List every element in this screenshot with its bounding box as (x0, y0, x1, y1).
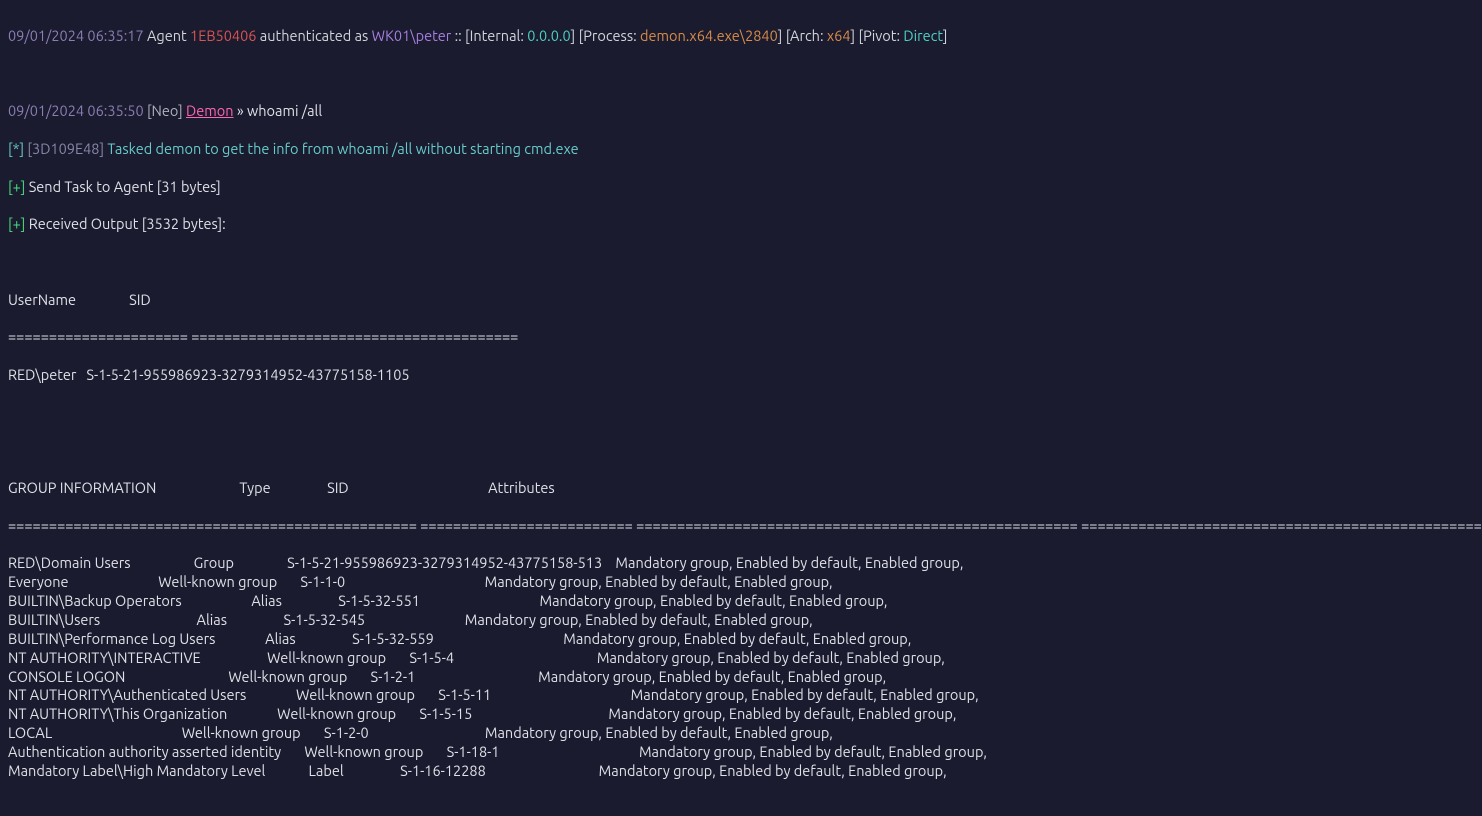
blank-line (8, 799, 1474, 816)
group-row: CONSOLE LOGON Well-known group S-1-2-1 M… (8, 668, 1474, 687)
group-row: BUILTIN\Users Alias S-1-5-32-545 Mandato… (8, 611, 1474, 630)
cmd-line: 09/01/2024 06:35:50 [Neo] Demon » whoami… (8, 102, 1474, 121)
pivot-value: Direct (903, 27, 942, 44)
user-row: RED\peter S-1-5-21-955986923-3279314952-… (8, 366, 1474, 385)
group-row: NT AUTHORITY\INTERACTIVE Well-known grou… (8, 649, 1474, 668)
star-marker: [*] (8, 140, 24, 157)
group-row: BUILTIN\Backup Operators Alias S-1-5-32-… (8, 592, 1474, 611)
auth-line: 09/01/2024 06:35:17 Agent 1EB50406 authe… (8, 27, 1474, 46)
internal-close: ] (571, 27, 579, 44)
blank-line (8, 65, 1474, 84)
blank-line (8, 253, 1474, 272)
send-line: [+] Send Task to Agent [31 bytes] (8, 178, 1474, 197)
timestamp: 09/01/2024 06:35:17 (8, 27, 144, 44)
user-sep: ====================== =================… (8, 328, 1474, 347)
group-row: LOCAL Well-known group S-1-2-0 Mandatory… (8, 724, 1474, 743)
cmd-text: whoami /all (247, 102, 322, 119)
agent-label: Agent (147, 27, 190, 44)
tasked-text: Tasked demon to get the info from whoami… (107, 140, 578, 157)
timestamp: 09/01/2024 06:35:50 (8, 102, 144, 119)
auth-as: authenticated as (256, 27, 371, 44)
group-header: GROUP INFORMATION Type SID Attributes (8, 479, 1474, 498)
console-output: 09/01/2024 06:35:17 Agent 1EB50406 authe… (0, 0, 1482, 816)
group-row: NT AUTHORITY\Authenticated Users Well-kn… (8, 686, 1474, 705)
plus-marker: [+] (8, 215, 25, 232)
process-value: demon.x64.exe\2840 (640, 27, 778, 44)
internal-ip: 0.0.0.0 (527, 27, 570, 44)
arch-value: x64 (827, 27, 851, 44)
send-text: Send Task to Agent [31 bytes] (25, 178, 220, 195)
sep: :: (451, 27, 465, 44)
operator: [Neo] (144, 102, 186, 119)
group-sep: ========================================… (8, 517, 1474, 536)
auth-user: WK01\peter (372, 27, 452, 44)
user-header: UserName SID (8, 291, 1474, 310)
blank-line (8, 441, 1474, 460)
demon-label[interactable]: Demon (186, 102, 234, 119)
plus-marker: [+] (8, 178, 25, 195)
cmd-sep: » (234, 102, 247, 119)
process-close: ] (778, 27, 786, 44)
recv-text: Received Output [3532 bytes]: (25, 215, 225, 232)
internal-label: [Internal: (465, 27, 527, 44)
group-row: Mandatory Label\High Mandatory Level Lab… (8, 762, 1474, 781)
group-row: NT AUTHORITY\This Organization Well-know… (8, 705, 1474, 724)
group-row: Authentication authority asserted identi… (8, 743, 1474, 762)
agent-id: 1EB50406 (190, 27, 256, 44)
pivot-close: ] (943, 27, 948, 44)
task-line: [*] [3D109E48] Tasked demon to get the i… (8, 140, 1474, 159)
group-row: BUILTIN\Performance Log Users Alias S-1-… (8, 630, 1474, 649)
pivot-label: [Pivot: (858, 27, 903, 44)
group-rows: RED\Domain Users Group S-1-5-21-95598692… (8, 554, 1474, 780)
group-row: RED\Domain Users Group S-1-5-21-95598692… (8, 554, 1474, 573)
group-row: Everyone Well-known group S-1-1-0 Mandat… (8, 573, 1474, 592)
process-label: [Process: (579, 27, 640, 44)
task-id: [3D109E48] (24, 140, 107, 157)
recv-line: [+] Received Output [3532 bytes]: (8, 215, 1474, 234)
arch-label: [Arch: (786, 27, 827, 44)
blank-line (8, 404, 1474, 423)
